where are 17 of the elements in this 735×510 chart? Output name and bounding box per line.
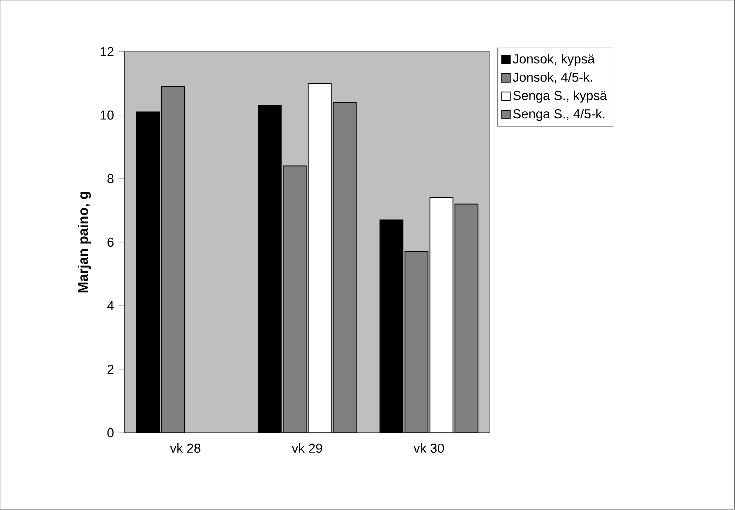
x-tick-label: vk 28 [170,444,201,454]
legend-label: Senga S., 4/5-k. [513,109,605,122]
legend-label: Jonsok, 4/5-k. [513,72,592,84]
legend-label: Jonsok, kypsä [513,54,595,66]
y-tick-label: 8 [108,174,114,184]
y-tick-label: 0 [108,428,114,438]
y-tick-label: 4 [107,302,114,310]
y-tick-label: 6 [108,238,114,248]
y-tick-label: 2 [108,365,114,374]
y-tick-label: 10 [100,110,114,120]
y-axis-title: Marjan paino, g [78,192,92,293]
y-tick-label: 12 [100,47,114,56]
legend-label: Senga S., kypsä [513,90,608,103]
bar [308,83,332,434]
x-tick-label: vk 29 [292,444,322,454]
bar [430,198,454,434]
x-tick-label: vk 30 [414,444,444,454]
